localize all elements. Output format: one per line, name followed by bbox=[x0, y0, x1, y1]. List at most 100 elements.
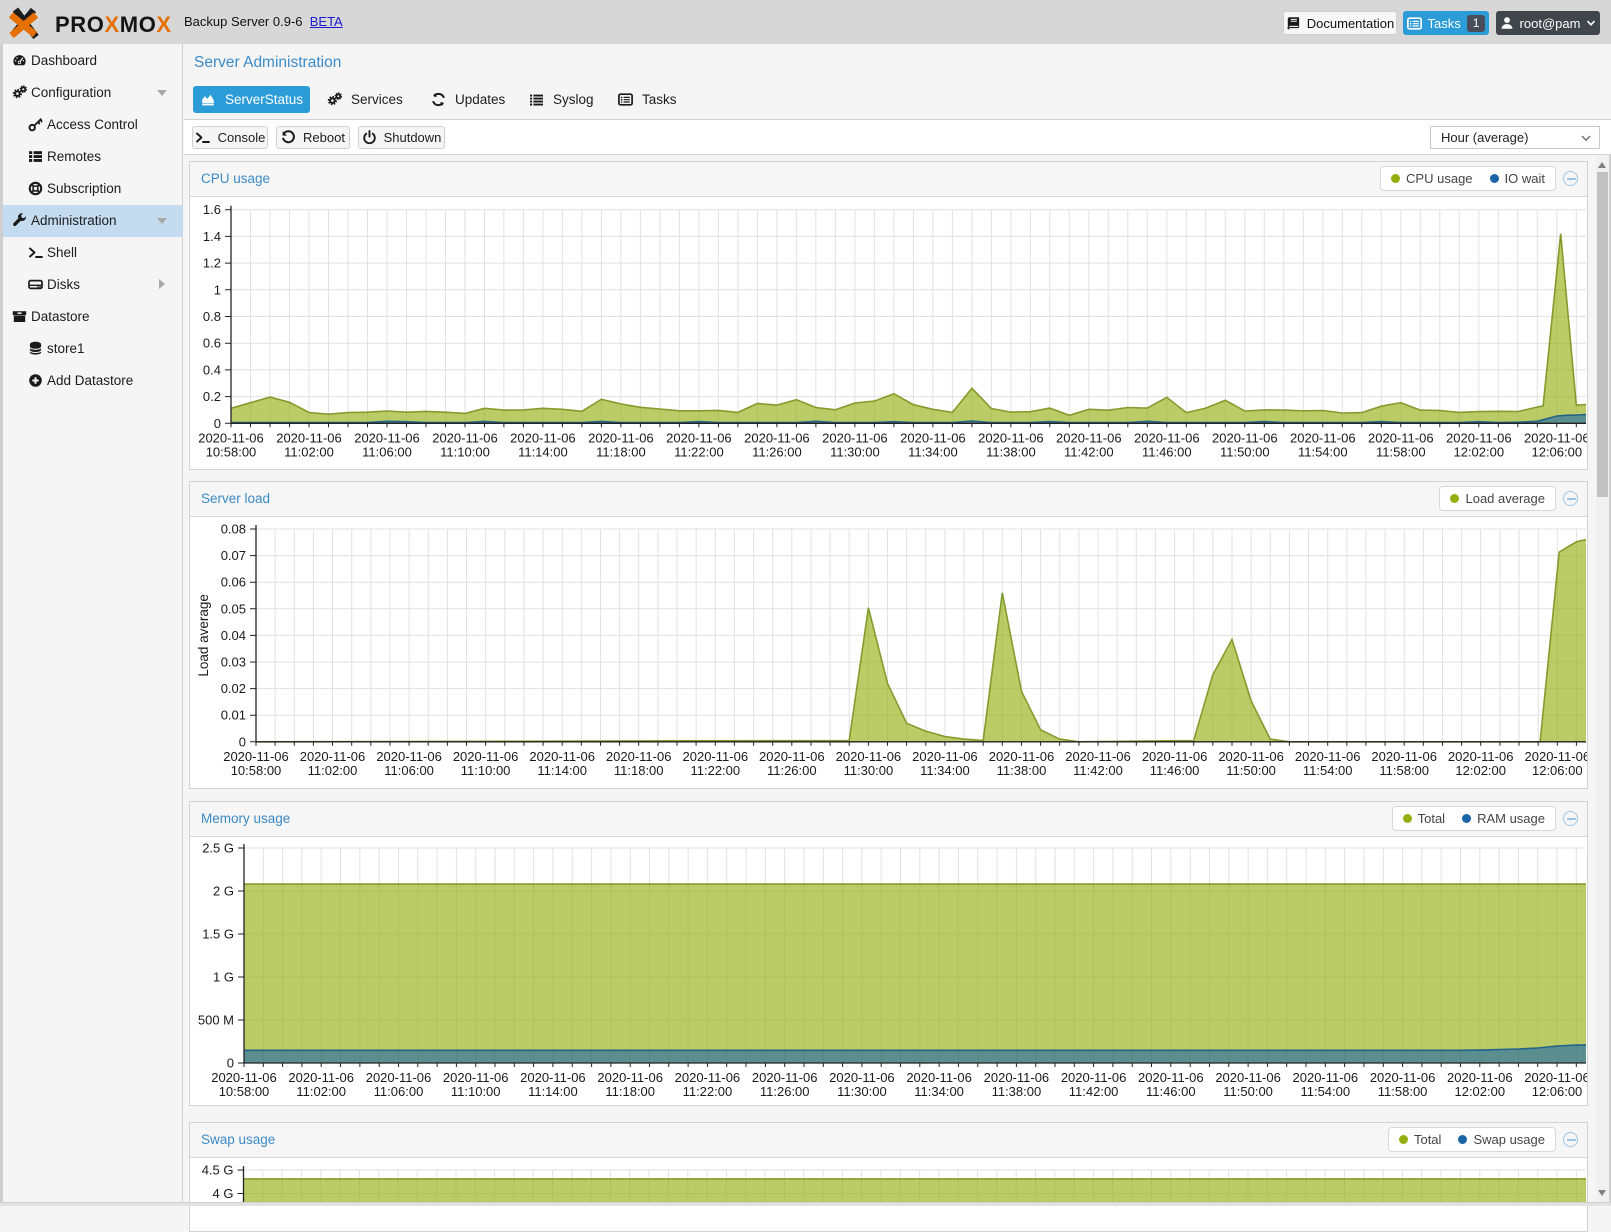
svg-text:2020-11-06: 2020-11-06 bbox=[1293, 1070, 1359, 1085]
svg-text:2020-11-06: 2020-11-06 bbox=[520, 1070, 586, 1085]
svg-text:11:54:00: 11:54:00 bbox=[1303, 763, 1353, 778]
svg-text:0.8: 0.8 bbox=[203, 309, 221, 324]
svg-text:11:26:00: 11:26:00 bbox=[767, 763, 817, 778]
svg-text:11:38:00: 11:38:00 bbox=[986, 444, 1036, 459]
svg-text:0.2: 0.2 bbox=[203, 389, 221, 404]
svg-text:11:42:00: 11:42:00 bbox=[1064, 444, 1114, 459]
svg-text:11:10:00: 11:10:00 bbox=[440, 444, 490, 459]
svg-text:2020-11-06: 2020-11-06 bbox=[453, 749, 519, 764]
svg-text:11:50:00: 11:50:00 bbox=[1220, 444, 1270, 459]
svg-text:2020-11-06: 2020-11-06 bbox=[683, 749, 749, 764]
svg-text:2020-11-06: 2020-11-06 bbox=[1525, 749, 1587, 764]
svg-text:0.03: 0.03 bbox=[221, 655, 246, 670]
svg-text:11:58:00: 11:58:00 bbox=[1376, 444, 1426, 459]
svg-text:0.04: 0.04 bbox=[221, 628, 246, 643]
svg-text:2020-11-06: 2020-11-06 bbox=[1212, 430, 1278, 445]
svg-text:2020-11-06: 2020-11-06 bbox=[1138, 1070, 1204, 1085]
svg-text:2020-11-06: 2020-11-06 bbox=[1447, 1070, 1513, 1085]
svg-text:1.2: 1.2 bbox=[203, 256, 221, 271]
svg-text:11:46:00: 11:46:00 bbox=[1150, 763, 1200, 778]
svg-text:2020-11-06: 2020-11-06 bbox=[900, 430, 966, 445]
svg-text:0: 0 bbox=[239, 734, 246, 749]
svg-text:2020-11-06: 2020-11-06 bbox=[1524, 430, 1587, 445]
svg-text:4 G: 4 G bbox=[213, 1186, 234, 1201]
svg-text:2020-11-06: 2020-11-06 bbox=[597, 1070, 663, 1085]
svg-text:2020-11-06: 2020-11-06 bbox=[984, 1070, 1050, 1085]
svg-text:1.4: 1.4 bbox=[203, 229, 221, 244]
svg-text:11:14:00: 11:14:00 bbox=[537, 763, 587, 778]
svg-text:2020-11-06: 2020-11-06 bbox=[836, 749, 902, 764]
svg-text:12:06:00: 12:06:00 bbox=[1531, 444, 1582, 459]
svg-text:0: 0 bbox=[227, 1056, 234, 1071]
svg-text:2020-11-06: 2020-11-06 bbox=[376, 749, 442, 764]
svg-text:2020-11-06: 2020-11-06 bbox=[300, 749, 366, 764]
svg-text:2020-11-06: 2020-11-06 bbox=[276, 430, 342, 445]
svg-text:2020-11-06: 2020-11-06 bbox=[989, 749, 1055, 764]
svg-text:2020-11-06: 2020-11-06 bbox=[366, 1070, 432, 1085]
svg-text:2020-11-06: 2020-11-06 bbox=[1056, 430, 1122, 445]
svg-text:2020-11-06: 2020-11-06 bbox=[912, 749, 978, 764]
svg-text:11:54:00: 11:54:00 bbox=[1298, 444, 1348, 459]
svg-text:2020-11-06: 2020-11-06 bbox=[906, 1070, 972, 1085]
svg-text:2020-11-06: 2020-11-06 bbox=[354, 430, 420, 445]
svg-text:0.06: 0.06 bbox=[221, 575, 246, 590]
svg-text:11:46:00: 11:46:00 bbox=[1142, 444, 1192, 459]
svg-text:2020-11-06: 2020-11-06 bbox=[606, 749, 672, 764]
svg-text:11:42:00: 11:42:00 bbox=[1069, 1084, 1119, 1099]
svg-text:11:50:00: 11:50:00 bbox=[1223, 1084, 1273, 1099]
svg-text:2020-11-06: 2020-11-06 bbox=[752, 1070, 818, 1085]
svg-text:11:18:00: 11:18:00 bbox=[605, 1084, 655, 1099]
svg-text:2020-11-06: 2020-11-06 bbox=[1295, 749, 1361, 764]
svg-text:0.02: 0.02 bbox=[221, 681, 246, 696]
svg-text:2020-11-06: 2020-11-06 bbox=[1134, 430, 1200, 445]
svg-text:2020-11-06: 2020-11-06 bbox=[529, 749, 595, 764]
svg-text:2 G: 2 G bbox=[213, 884, 234, 899]
svg-text:11:06:00: 11:06:00 bbox=[384, 763, 434, 778]
svg-text:1 G: 1 G bbox=[213, 970, 234, 985]
svg-text:2020-11-06: 2020-11-06 bbox=[1448, 749, 1514, 764]
svg-text:2020-11-06: 2020-11-06 bbox=[1446, 430, 1512, 445]
svg-text:11:30:00: 11:30:00 bbox=[830, 444, 880, 459]
svg-text:PROXMOX: PROXMOX bbox=[55, 12, 172, 37]
svg-text:11:14:00: 11:14:00 bbox=[528, 1084, 578, 1099]
svg-text:1: 1 bbox=[214, 282, 221, 297]
svg-text:11:26:00: 11:26:00 bbox=[752, 444, 802, 459]
svg-text:11:58:00: 11:58:00 bbox=[1378, 1084, 1428, 1099]
svg-text:0.01: 0.01 bbox=[221, 708, 246, 723]
svg-text:11:06:00: 11:06:00 bbox=[362, 444, 412, 459]
svg-text:0.05: 0.05 bbox=[221, 601, 246, 616]
svg-text:1.6: 1.6 bbox=[203, 202, 221, 217]
svg-text:11:06:00: 11:06:00 bbox=[374, 1084, 424, 1099]
svg-text:2020-11-06: 2020-11-06 bbox=[443, 1070, 509, 1085]
svg-text:11:34:00: 11:34:00 bbox=[908, 444, 958, 459]
svg-text:11:02:00: 11:02:00 bbox=[296, 1084, 346, 1099]
svg-text:11:02:00: 11:02:00 bbox=[308, 763, 358, 778]
svg-text:2020-11-06: 2020-11-06 bbox=[759, 749, 825, 764]
svg-text:2020-11-06: 2020-11-06 bbox=[1290, 430, 1356, 445]
svg-text:2020-11-06: 2020-11-06 bbox=[1371, 749, 1437, 764]
svg-text:11:10:00: 11:10:00 bbox=[461, 763, 511, 778]
svg-text:11:30:00: 11:30:00 bbox=[844, 763, 894, 778]
svg-text:2020-11-06: 2020-11-06 bbox=[1142, 749, 1208, 764]
svg-text:500 M: 500 M bbox=[198, 1013, 234, 1028]
svg-text:12:02:00: 12:02:00 bbox=[1455, 763, 1506, 778]
svg-text:2020-11-06: 2020-11-06 bbox=[978, 430, 1044, 445]
svg-text:11:18:00: 11:18:00 bbox=[596, 444, 646, 459]
svg-text:11:18:00: 11:18:00 bbox=[614, 763, 664, 778]
svg-text:2020-11-06: 2020-11-06 bbox=[829, 1070, 895, 1085]
svg-text:11:22:00: 11:22:00 bbox=[683, 1084, 733, 1099]
svg-text:2020-11-06: 2020-11-06 bbox=[1061, 1070, 1127, 1085]
svg-text:2020-11-06: 2020-11-06 bbox=[1524, 1070, 1587, 1085]
svg-text:2020-11-06: 2020-11-06 bbox=[1215, 1070, 1281, 1085]
svg-text:11:38:00: 11:38:00 bbox=[992, 1084, 1042, 1099]
svg-text:2020-11-06: 2020-11-06 bbox=[1370, 1070, 1436, 1085]
svg-text:11:14:00: 11:14:00 bbox=[518, 444, 568, 459]
svg-text:11:42:00: 11:42:00 bbox=[1073, 763, 1123, 778]
svg-text:11:38:00: 11:38:00 bbox=[997, 763, 1047, 778]
svg-text:2020-11-06: 2020-11-06 bbox=[198, 430, 264, 445]
svg-text:2020-11-06: 2020-11-06 bbox=[288, 1070, 354, 1085]
svg-text:2020-11-06: 2020-11-06 bbox=[211, 1070, 277, 1085]
svg-text:11:34:00: 11:34:00 bbox=[914, 1084, 964, 1099]
svg-text:10:58:00: 10:58:00 bbox=[219, 1084, 270, 1099]
svg-text:2.5 G: 2.5 G bbox=[202, 841, 234, 856]
